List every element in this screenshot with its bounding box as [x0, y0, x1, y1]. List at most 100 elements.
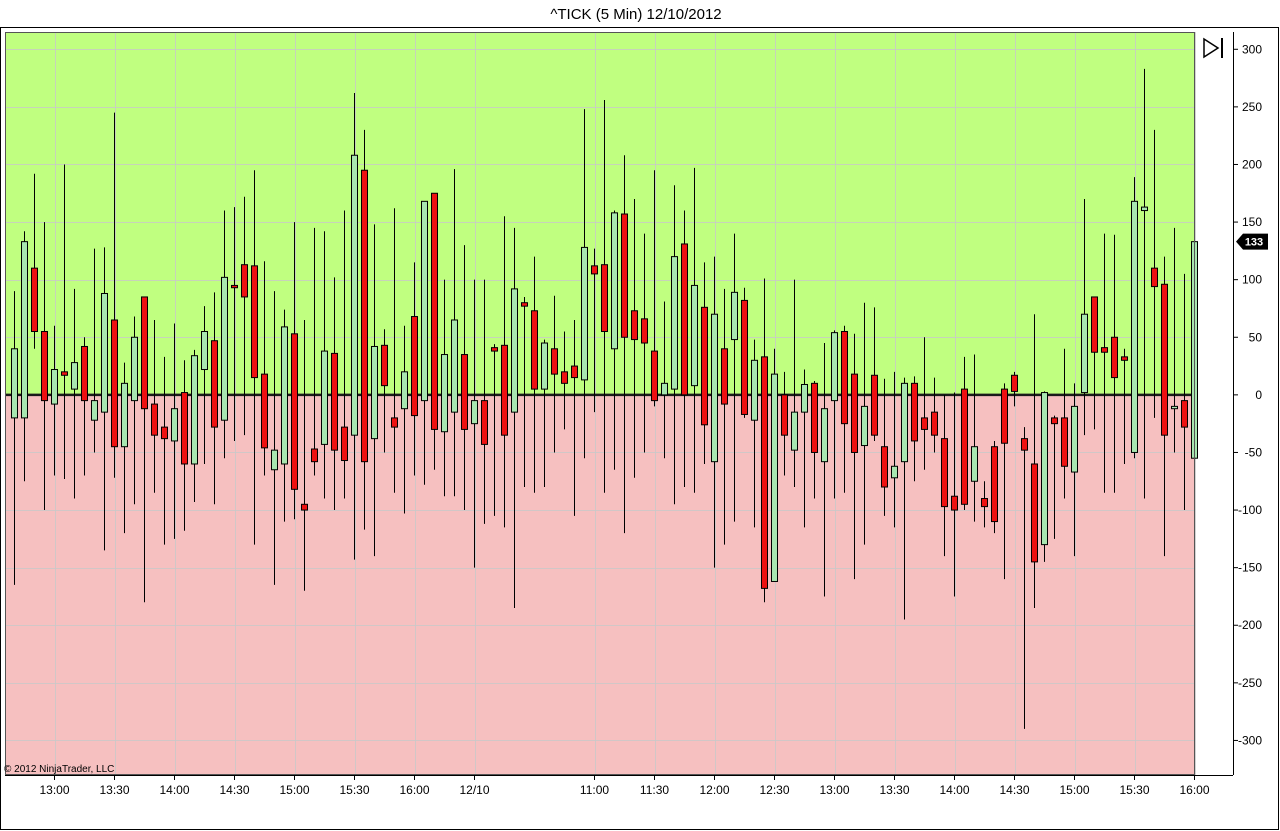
candle-80 [811, 381, 818, 499]
candle-body-98 [991, 446, 998, 523]
candle-body-5 [61, 371, 68, 376]
candle-body-117 [1181, 400, 1188, 428]
candle-88 [891, 371, 898, 528]
candle-body-110 [1111, 336, 1118, 379]
candle-body-54 [551, 348, 558, 375]
candle-body-47 [481, 400, 488, 445]
candle-65 [661, 301, 668, 459]
candle-75 [761, 278, 768, 603]
candle-108 [1091, 296, 1098, 430]
scroll-to-end-icon [1203, 37, 1220, 59]
x-tick-label-1: 13:30 [99, 783, 129, 797]
candle-body-78 [791, 411, 798, 451]
candle-97 [981, 481, 988, 528]
x-tick-label-6: 16:00 [399, 783, 429, 797]
candle-15 [161, 356, 168, 545]
candle-body-33 [341, 426, 348, 462]
positive-zone [5, 32, 1195, 395]
candle-2 [31, 173, 38, 349]
candle-71 [721, 288, 728, 545]
candle-91 [921, 337, 928, 470]
candle-20 [211, 292, 218, 505]
candle-body-58 [591, 265, 598, 275]
candle-57 [581, 109, 588, 459]
x-tick-label-12: 13:00 [819, 783, 849, 797]
candle-body-89 [901, 382, 908, 463]
candle-body-94 [951, 495, 958, 511]
candle-78 [791, 279, 798, 488]
candle-body-36 [371, 345, 378, 440]
candle-body-56 [571, 365, 578, 379]
y-tick-label-9: -150 [1238, 561, 1262, 575]
y-tick-label-5: 50 [1249, 330, 1263, 344]
x-tick-label-9: 11:30 [640, 783, 669, 797]
candle-body-32 [331, 352, 338, 451]
candle-body-12 [131, 336, 138, 402]
candle-101 [1021, 427, 1028, 729]
x-tick-label-11: 12:30 [759, 783, 789, 797]
candle-body-84 [851, 373, 858, 453]
candle-body-103 [1041, 392, 1048, 546]
candle-7 [81, 337, 88, 476]
candle-41 [421, 200, 428, 485]
candle-93 [941, 394, 948, 557]
candle-body-9 [101, 292, 108, 413]
candle-body-35 [361, 169, 368, 463]
candle-body-6 [71, 362, 78, 390]
candle-52 [531, 256, 538, 493]
candle-body-92 [931, 411, 938, 436]
candle-body-50 [511, 288, 518, 413]
candle-102 [1031, 314, 1038, 608]
candle-87 [881, 378, 888, 516]
candle-62 [631, 199, 638, 478]
candle-body-48 [491, 347, 498, 352]
candle-body-19 [201, 331, 208, 371]
y-tick-label-8: -100 [1238, 503, 1262, 517]
candle-105 [1061, 348, 1068, 499]
y-tick-label-12: -300 [1238, 733, 1262, 747]
candle-body-43 [441, 354, 448, 433]
candle-22 [231, 207, 238, 441]
candle-body-27 [281, 326, 288, 465]
candle-114 [1151, 129, 1158, 418]
candle-42 [431, 192, 438, 470]
candle-95 [961, 356, 968, 511]
candle-body-108 [1091, 296, 1098, 353]
candle-112 [1131, 177, 1138, 459]
scroll-to-end-button[interactable] [1201, 36, 1227, 60]
candle-body-45 [461, 354, 468, 430]
candle-body-99 [1001, 388, 1008, 444]
candle-64 [651, 170, 658, 407]
candle-body-2 [31, 267, 38, 333]
y-tick-label-11: -250 [1238, 676, 1262, 690]
candle-body-39 [401, 371, 408, 410]
candle-47 [481, 279, 488, 524]
candle-body-112 [1131, 200, 1138, 453]
candle-26 [271, 291, 278, 585]
candle-98 [991, 440, 998, 534]
candle-16 [171, 323, 178, 539]
y-tick-label-7: -50 [1245, 445, 1263, 459]
candle-body-57 [581, 246, 588, 381]
candle-body-63 [641, 318, 648, 344]
last-value-marker: 133 [1236, 233, 1268, 250]
candle-body-20 [211, 340, 218, 428]
candle-body-44 [451, 319, 458, 413]
candle-77 [781, 371, 788, 476]
copyright-text: © 2012 NinjaTrader, LLC [4, 764, 114, 775]
candle-59 [601, 99, 608, 493]
x-tick-label-14: 14:00 [939, 783, 969, 797]
candle-body-26 [271, 449, 278, 471]
candle-body-24 [251, 265, 258, 379]
candle-14 [151, 319, 158, 493]
candle-3 [41, 222, 48, 511]
candle-body-75 [761, 356, 768, 589]
candle-53 [541, 339, 548, 488]
candle-54 [551, 295, 558, 453]
x-tick-label-3: 14:30 [219, 783, 249, 797]
candle-83 [841, 325, 848, 493]
candle-body-62 [631, 310, 638, 341]
candle-9 [101, 247, 108, 551]
candlestick-series [11, 68, 1198, 729]
